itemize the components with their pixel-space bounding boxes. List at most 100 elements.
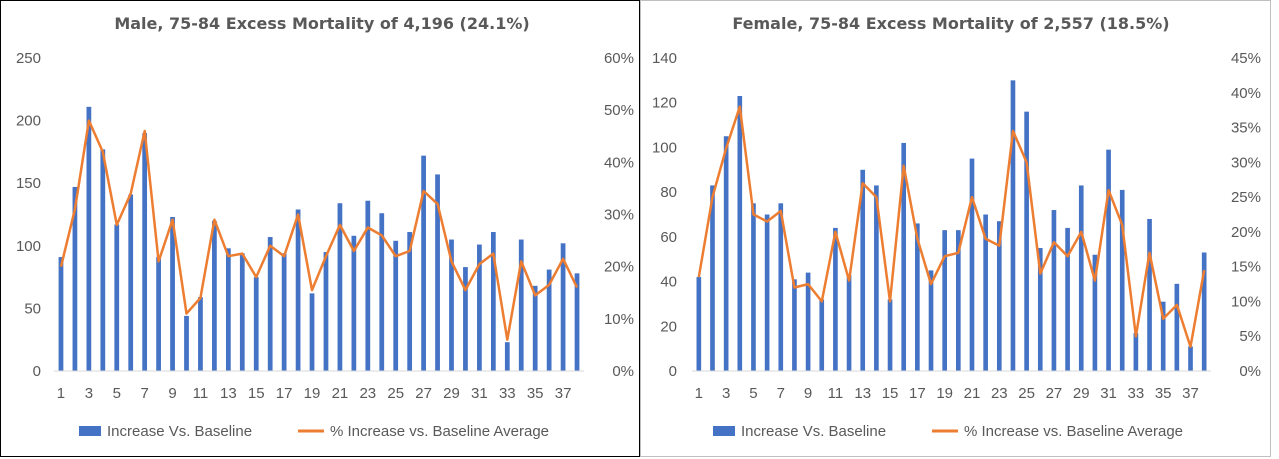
x-tick-label: 27 — [415, 385, 432, 402]
x-tick-label: 1 — [57, 385, 65, 402]
bar — [805, 272, 811, 371]
y-tick-label: 50 — [24, 300, 41, 317]
bar — [1037, 248, 1043, 371]
bar — [942, 230, 947, 371]
x-tick-label: 3 — [722, 385, 730, 402]
female-chart-panel: Female, 75-84 Excess Mortality of 2,557 … — [640, 0, 1271, 457]
y2-tick-label: 40% — [604, 154, 634, 171]
y-tick-label: 80 — [660, 184, 677, 201]
bar — [281, 253, 287, 371]
bar — [846, 274, 852, 371]
bar — [72, 186, 78, 371]
bar — [560, 243, 566, 371]
bar — [477, 244, 482, 371]
y-tick-label: 100 — [652, 139, 677, 156]
y2-tick-label: 30% — [604, 207, 634, 224]
bar — [764, 214, 770, 371]
x-tick-label: 1 — [695, 385, 703, 402]
bar — [1188, 346, 1193, 371]
series-line — [59, 119, 579, 341]
bar — [351, 235, 357, 371]
x-tick-label: 11 — [193, 385, 209, 402]
bar — [1133, 332, 1139, 371]
bar — [365, 200, 371, 371]
y-tick-label: 100 — [16, 238, 41, 255]
x-tick-label: 27 — [1046, 385, 1063, 402]
y-tick-label: 140 — [652, 50, 677, 67]
bar — [435, 174, 440, 371]
bar — [337, 203, 343, 371]
x-tick-label: 15 — [882, 385, 899, 402]
chart-title: Female, 75-84 Excess Mortality of 2,557 … — [732, 14, 1169, 33]
bar — [928, 270, 934, 371]
y-tick-label: 60 — [660, 229, 677, 246]
x-tick-label: 37 — [555, 385, 572, 402]
bar — [463, 267, 468, 371]
bar — [267, 237, 273, 371]
bar — [490, 232, 496, 371]
bar — [833, 227, 838, 371]
x-tick-label: 5 — [749, 385, 757, 402]
bar — [156, 257, 161, 371]
x-tick-label: 23 — [991, 385, 1008, 402]
x-tick-label: 23 — [359, 385, 376, 402]
bar — [996, 221, 1002, 371]
bar — [100, 149, 106, 371]
bar — [915, 223, 920, 371]
x-tick-label: 9 — [168, 385, 176, 402]
bar — [198, 297, 203, 371]
y-tick-label: 40 — [660, 274, 677, 291]
y2-tick-label: 20% — [1231, 224, 1261, 241]
bar — [128, 194, 134, 371]
x-tick-label: 25 — [387, 385, 404, 402]
y-tick-label: 200 — [16, 113, 41, 130]
y2-tick-label: 15% — [1231, 259, 1261, 276]
bar — [1078, 185, 1084, 371]
x-tick-label: 19 — [304, 385, 321, 402]
y-tick-label: 20 — [660, 318, 677, 335]
y2-tick-label: 25% — [1231, 189, 1261, 206]
y2-tick-label: 40% — [1231, 85, 1261, 102]
bar — [1051, 210, 1057, 371]
y-tick-label: 150 — [16, 175, 41, 192]
bar — [969, 158, 975, 371]
bar — [184, 315, 189, 371]
bar — [956, 230, 961, 371]
x-tick-label: 5 — [113, 385, 121, 402]
y2-tick-label: 0% — [612, 363, 634, 380]
x-tick-label: 7 — [140, 385, 148, 402]
bar — [723, 136, 729, 371]
female-mortality-chart: Female, 75-84 Excess Mortality of 2,557 … — [652, 14, 1261, 440]
x-tick-label: 13 — [854, 385, 871, 402]
bar — [1106, 149, 1111, 371]
chart-title: Male, 75-84 Excess Mortality of 4,196 (2… — [114, 14, 529, 33]
x-tick-label: 35 — [1155, 385, 1172, 402]
bar — [1201, 252, 1207, 371]
y2-tick-label: 10% — [1231, 293, 1261, 310]
bar — [532, 285, 538, 371]
bar — [1119, 189, 1125, 371]
bar — [1174, 283, 1180, 371]
x-tick-label: 15 — [248, 385, 265, 402]
legend-label: % Increase vs. Baseline Average — [964, 423, 1183, 440]
x-tick-label: 17 — [909, 385, 926, 402]
bar — [860, 169, 866, 371]
bar — [1147, 218, 1152, 371]
bar — [379, 213, 385, 371]
x-tick-label: 29 — [443, 385, 460, 402]
x-tick-label: 31 — [471, 385, 488, 402]
x-tick-label: 13 — [220, 385, 237, 402]
bar — [819, 299, 825, 371]
bar — [449, 239, 454, 371]
bar — [114, 224, 120, 371]
x-tick-label: 21 — [332, 385, 349, 402]
bar — [874, 185, 879, 371]
bar — [1010, 80, 1016, 371]
y-tick-label: 0 — [669, 363, 677, 380]
bar — [696, 277, 702, 371]
male-chart-panel: Male, 75-84 Excess Mortality of 4,196 (2… — [0, 0, 640, 457]
bar — [901, 142, 907, 371]
bar — [751, 203, 756, 371]
y2-tick-label: 35% — [1231, 120, 1261, 137]
x-tick-label: 17 — [276, 385, 293, 402]
